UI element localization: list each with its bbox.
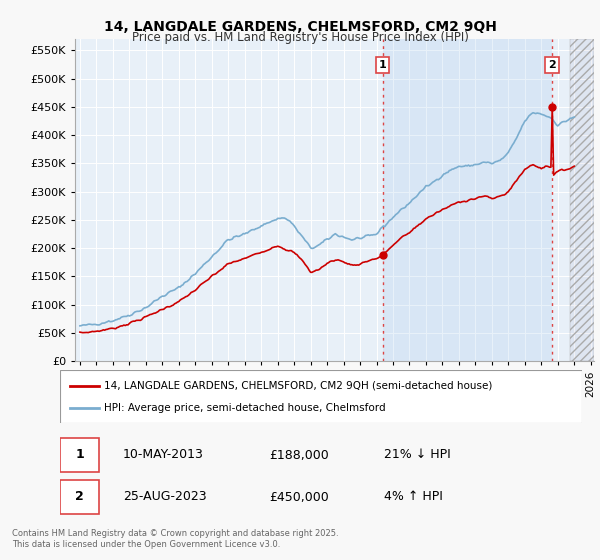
Text: Price paid vs. HM Land Registry's House Price Index (HPI): Price paid vs. HM Land Registry's House … — [131, 31, 469, 44]
Text: 10-MAY-2013: 10-MAY-2013 — [122, 449, 203, 461]
Text: 2: 2 — [548, 60, 556, 70]
Bar — [383, 39, 552, 361]
Text: 21% ↓ HPI: 21% ↓ HPI — [383, 449, 451, 461]
Text: £450,000: £450,000 — [269, 491, 329, 503]
Text: Contains HM Land Registry data © Crown copyright and database right 2025.
This d: Contains HM Land Registry data © Crown c… — [12, 529, 338, 549]
Bar — [60, 480, 99, 514]
Text: 14, LANGDALE GARDENS, CHELMSFORD, CM2 9QH: 14, LANGDALE GARDENS, CHELMSFORD, CM2 9Q… — [104, 20, 496, 34]
Text: 1: 1 — [379, 60, 386, 70]
Text: 25-AUG-2023: 25-AUG-2023 — [122, 491, 206, 503]
Text: HPI: Average price, semi-detached house, Chelmsford: HPI: Average price, semi-detached house,… — [104, 403, 386, 413]
Bar — [60, 438, 99, 472]
Text: 4% ↑ HPI: 4% ↑ HPI — [383, 491, 443, 503]
Text: £188,000: £188,000 — [269, 449, 329, 461]
Text: 14, LANGDALE GARDENS, CHELMSFORD, CM2 9QH (semi-detached house): 14, LANGDALE GARDENS, CHELMSFORD, CM2 9Q… — [104, 381, 493, 390]
Text: 1: 1 — [75, 449, 84, 461]
Text: 2: 2 — [75, 491, 84, 503]
Bar — [570, 39, 594, 361]
